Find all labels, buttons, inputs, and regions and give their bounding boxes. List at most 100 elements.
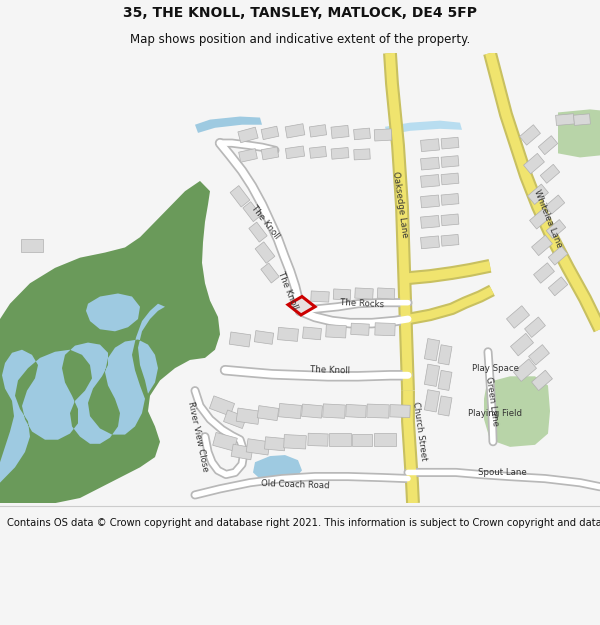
Text: River View Close: River View Close — [186, 401, 210, 472]
Polygon shape — [506, 306, 530, 328]
Polygon shape — [284, 434, 307, 449]
Polygon shape — [527, 184, 548, 204]
Polygon shape — [532, 370, 553, 391]
Polygon shape — [441, 156, 459, 168]
Polygon shape — [545, 195, 565, 214]
Polygon shape — [421, 236, 439, 249]
Polygon shape — [374, 129, 392, 141]
Polygon shape — [278, 404, 302, 419]
Polygon shape — [288, 296, 315, 315]
Text: The Knoll: The Knoll — [277, 270, 299, 311]
Polygon shape — [253, 455, 302, 482]
Polygon shape — [310, 146, 326, 158]
Polygon shape — [352, 434, 372, 446]
Polygon shape — [311, 291, 329, 302]
Polygon shape — [390, 404, 410, 418]
Polygon shape — [236, 408, 260, 424]
Polygon shape — [548, 246, 568, 265]
Polygon shape — [302, 404, 322, 418]
Polygon shape — [230, 186, 250, 207]
Polygon shape — [333, 289, 351, 300]
Polygon shape — [558, 109, 600, 158]
Polygon shape — [249, 222, 267, 242]
Polygon shape — [285, 124, 305, 138]
Text: Oaksedge Lane: Oaksedge Lane — [391, 171, 409, 238]
Polygon shape — [229, 332, 251, 347]
Polygon shape — [484, 376, 550, 447]
Polygon shape — [329, 433, 351, 446]
Polygon shape — [514, 359, 536, 381]
Text: Spout Lane: Spout Lane — [478, 468, 526, 477]
Polygon shape — [548, 277, 568, 296]
Polygon shape — [424, 339, 440, 361]
Text: The Rocks: The Rocks — [340, 298, 384, 309]
Polygon shape — [355, 288, 373, 299]
Polygon shape — [532, 235, 553, 256]
Text: The Knoll: The Knoll — [249, 203, 281, 241]
Polygon shape — [441, 234, 459, 246]
Polygon shape — [246, 439, 270, 455]
Text: Old Coach Road: Old Coach Road — [260, 479, 329, 491]
Polygon shape — [257, 406, 279, 421]
Polygon shape — [243, 202, 261, 222]
Polygon shape — [302, 327, 322, 340]
Polygon shape — [421, 216, 439, 228]
Polygon shape — [421, 139, 439, 152]
Polygon shape — [533, 262, 554, 283]
Polygon shape — [540, 164, 560, 183]
Polygon shape — [421, 195, 439, 208]
Polygon shape — [441, 214, 459, 226]
Polygon shape — [438, 371, 452, 391]
Polygon shape — [424, 364, 440, 386]
Text: Playing Field: Playing Field — [468, 409, 522, 418]
Polygon shape — [546, 219, 566, 239]
Polygon shape — [351, 323, 369, 336]
Polygon shape — [254, 331, 274, 344]
Polygon shape — [538, 136, 558, 154]
Polygon shape — [421, 174, 439, 188]
Polygon shape — [438, 396, 452, 416]
Text: The Knoll: The Knoll — [310, 365, 350, 376]
Text: Map shows position and indicative extent of the property.: Map shows position and indicative extent… — [130, 33, 470, 46]
Polygon shape — [278, 328, 298, 341]
Polygon shape — [261, 263, 279, 283]
Polygon shape — [0, 437, 55, 503]
Polygon shape — [441, 194, 459, 205]
Polygon shape — [377, 288, 395, 299]
Polygon shape — [574, 114, 590, 126]
Polygon shape — [354, 149, 370, 160]
Polygon shape — [441, 173, 459, 185]
Polygon shape — [255, 242, 275, 263]
Polygon shape — [212, 432, 238, 451]
Polygon shape — [326, 324, 346, 338]
Polygon shape — [261, 126, 279, 139]
Polygon shape — [308, 433, 328, 446]
Polygon shape — [0, 181, 220, 503]
Polygon shape — [231, 444, 253, 460]
Polygon shape — [310, 124, 326, 137]
Polygon shape — [86, 294, 140, 331]
Polygon shape — [385, 121, 462, 135]
Text: Church Street: Church Street — [412, 401, 428, 462]
Polygon shape — [520, 125, 541, 145]
Polygon shape — [331, 148, 349, 159]
Polygon shape — [529, 344, 550, 365]
Polygon shape — [261, 147, 279, 160]
Polygon shape — [367, 404, 389, 418]
Polygon shape — [438, 345, 452, 365]
Polygon shape — [556, 114, 574, 126]
Text: Contains OS data © Crown copyright and database right 2021. This information is : Contains OS data © Crown copyright and d… — [7, 518, 600, 528]
Text: 35, THE KNOLL, TANSLEY, MATLOCK, DE4 5FP: 35, THE KNOLL, TANSLEY, MATLOCK, DE4 5FP — [123, 6, 477, 20]
Polygon shape — [374, 433, 396, 446]
Polygon shape — [239, 149, 257, 162]
Polygon shape — [209, 396, 235, 416]
Polygon shape — [238, 127, 258, 142]
Polygon shape — [346, 404, 367, 418]
Polygon shape — [424, 390, 440, 412]
Polygon shape — [286, 146, 305, 159]
Polygon shape — [265, 437, 286, 451]
Polygon shape — [224, 410, 247, 429]
Polygon shape — [524, 317, 545, 338]
Polygon shape — [375, 322, 395, 336]
Polygon shape — [195, 116, 262, 133]
